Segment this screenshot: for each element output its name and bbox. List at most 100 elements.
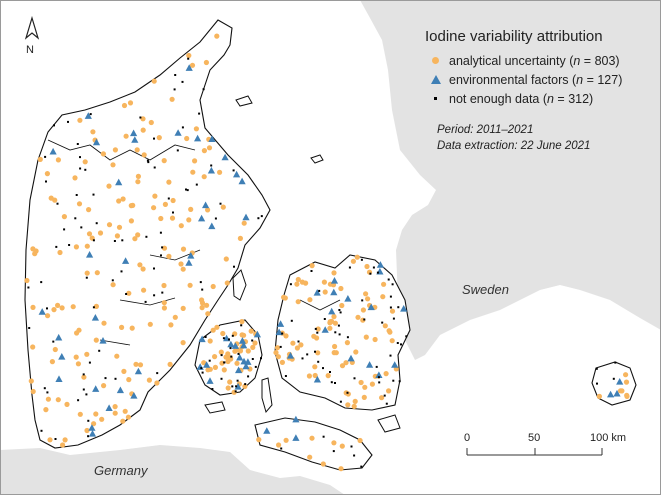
not-enough-data-point [310, 270, 313, 272]
not-enough-data-point [334, 382, 336, 384]
environmental-factor-points [38, 64, 624, 441]
not-enough-data-point [55, 245, 58, 248]
not-enough-data-point [375, 365, 378, 368]
not-enough-data-point [82, 373, 85, 376]
not-enough-data-point [114, 377, 117, 380]
analytical-point [345, 402, 351, 408]
not-enough-data-point [387, 278, 390, 281]
analytical-point [309, 263, 315, 269]
not-enough-data-point [363, 318, 366, 321]
not-enough-data-point [314, 350, 316, 353]
analytical-point [332, 343, 338, 350]
analytical-point [331, 270, 337, 276]
legend-item-environmental: environmental factors (n = 127) [431, 72, 622, 88]
not-enough-data-point [219, 202, 222, 205]
environmental-point [366, 361, 374, 368]
analytical-point [180, 266, 186, 272]
small-island-laeso [235, 95, 253, 107]
not-enough-data-point [68, 244, 71, 246]
legend-label-analytical: analytical uncertainty (n = 803) [449, 54, 620, 68]
blue-triangle-icon [431, 75, 441, 85]
analytical-point [62, 437, 68, 443]
environmental-point [244, 358, 252, 365]
legend-item-analytical: analytical uncertainty (n = 803) [431, 53, 620, 69]
analytical-point [170, 197, 176, 204]
not-enough-data-point [230, 355, 233, 358]
analytical-point [135, 179, 141, 185]
not-enough-data-point [596, 382, 598, 385]
not-enough-data-point [76, 143, 79, 145]
analytical-point [45, 313, 51, 319]
not-enough-data-point [139, 116, 142, 119]
analytical-point [61, 214, 67, 220]
analytical-point [116, 198, 122, 204]
analytical-point [241, 332, 247, 338]
not-enough-data-point [185, 188, 187, 191]
not-enough-data-point [306, 353, 309, 356]
not-enough-data-point [353, 454, 356, 457]
analytical-point [169, 96, 175, 102]
not-enough-data-point [381, 321, 384, 324]
analytical-point [190, 169, 196, 175]
not-enough-data-point [210, 164, 213, 167]
not-enough-data-point [260, 215, 263, 218]
analytical-point [344, 340, 350, 346]
analytical-point [30, 388, 36, 395]
analytical-point [184, 135, 190, 142]
analytical-point [94, 270, 100, 276]
environmental-point [330, 277, 339, 284]
not-enough-data-point [400, 343, 402, 346]
environmental-point [55, 375, 63, 382]
analytical-point [140, 116, 146, 122]
not-enough-data-point [46, 391, 49, 394]
scale-tick-100: 100 km [590, 432, 627, 444]
analytical-point [206, 145, 213, 151]
environmental-point [234, 383, 242, 390]
not-enough-data-point [208, 359, 211, 362]
analytical-point [129, 325, 135, 331]
analytical-point [112, 147, 118, 153]
not-enough-data-point [334, 331, 337, 334]
analytical-point [192, 158, 198, 164]
not-enough-data-point [160, 254, 162, 257]
environmental-point [292, 415, 300, 423]
analytical-point [132, 236, 138, 242]
not-enough-data-point [77, 399, 80, 402]
not-enough-data-point [316, 331, 319, 334]
analytical-point [299, 279, 305, 285]
analytical-point [166, 179, 172, 185]
analytical-point [48, 195, 54, 201]
analytical-point [361, 394, 367, 400]
analytical-point [207, 338, 213, 344]
analytical-point [137, 262, 143, 268]
environmental-point [134, 367, 142, 375]
not-enough-data-point [397, 306, 400, 309]
environmental-point [367, 303, 375, 311]
analytical-point [295, 299, 301, 305]
not-enough-data-point [84, 168, 87, 171]
not-enough-data-point [195, 183, 198, 186]
analytical-point [205, 311, 211, 317]
not-enough-data-point [338, 333, 341, 336]
environmental-point [130, 129, 138, 137]
analytical-point [86, 207, 92, 213]
analytical-point [193, 126, 199, 132]
environmental-point [313, 375, 321, 383]
analytical-point [217, 169, 223, 175]
not-enough-data-point [63, 228, 66, 231]
analytical-point [77, 411, 83, 417]
analytical-point [140, 266, 146, 272]
environmental-point [115, 178, 123, 186]
analytical-point [306, 373, 312, 379]
analytical-point [24, 277, 30, 284]
not-enough-data-point [391, 283, 394, 286]
not-enough-data-point [396, 342, 399, 344]
not-enough-data-point [147, 161, 150, 164]
environmental-point [242, 213, 250, 221]
not-enough-data-point [79, 167, 82, 170]
environmental-point [55, 333, 63, 341]
analytical-point [338, 285, 344, 292]
analytical-point [172, 314, 178, 320]
not-enough-data-point [40, 281, 43, 284]
environmental-point [347, 354, 355, 362]
